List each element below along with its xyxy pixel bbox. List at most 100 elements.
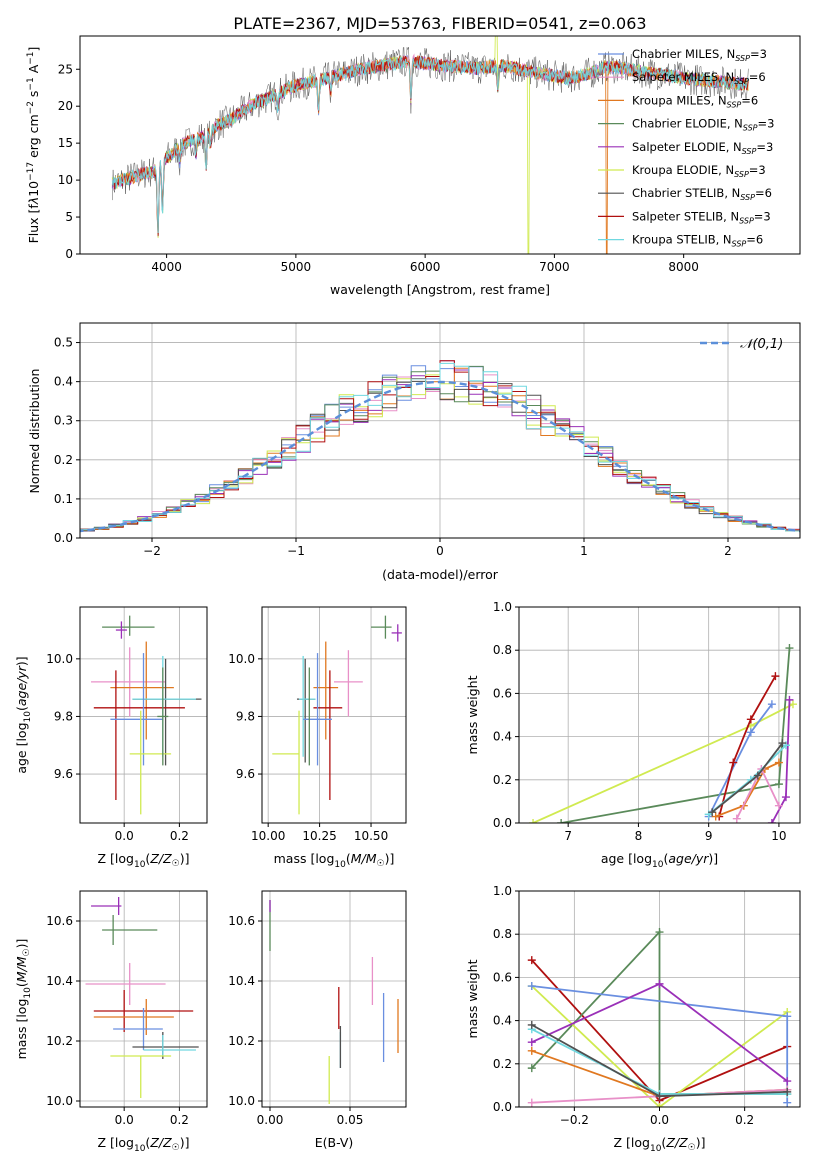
Z_vs_mass-panel: 0.0 0.2 10.0 10.2 10.4 10.6 Z [log10(Z/Z☉)] mas… xyxy=(14,890,208,1154)
data-point xyxy=(529,819,538,823)
x-axis-label: age [log10(age/yr)] xyxy=(601,851,718,870)
Z_vs_age-plot-area xyxy=(91,615,202,815)
y-axis-label: Normed distribution xyxy=(27,369,42,494)
data-point xyxy=(527,982,536,991)
data-point xyxy=(729,758,738,767)
figure-title: PLATE=2367, MJD=53763, FIBERID=0541, z=0… xyxy=(233,14,646,33)
x-tick-label: 2 xyxy=(724,544,732,558)
data-point xyxy=(557,819,566,823)
y-tick-label: 0.4 xyxy=(54,375,73,389)
y-tick-label: 9.8 xyxy=(236,709,255,723)
data-point xyxy=(774,780,783,789)
mass-weight-line xyxy=(707,703,773,817)
y-tick-label: 0.0 xyxy=(54,531,73,545)
y-tick-label: 0.3 xyxy=(54,414,73,428)
x-tick-label: 10.25 xyxy=(302,829,336,843)
y-tick-label: 5 xyxy=(65,210,73,224)
residuals-panel: −2 −1 0 1 2 0.0 0.1 0.2 0.3 0.4 0.5 (data-model)/er… xyxy=(27,322,801,582)
x-axis-label: (data-model)/error xyxy=(382,567,499,582)
data-point xyxy=(527,1038,536,1047)
x-axis-label: Z [log10(Z/Z☉)] xyxy=(614,1135,706,1154)
error-bar xyxy=(132,658,202,766)
axes-frame xyxy=(79,606,208,824)
y-tick-label: 1.0 xyxy=(493,600,512,614)
error-bar xyxy=(299,655,316,757)
error-bar xyxy=(110,641,174,740)
mass-weight-line xyxy=(531,985,788,1107)
y-tick-label: 10.4 xyxy=(228,974,255,988)
y-tick-label: 0.2 xyxy=(493,1057,512,1071)
x-tick-label: 0.2 xyxy=(170,829,189,843)
error-bar xyxy=(272,710,300,815)
x-tick-label: 9 xyxy=(705,829,713,843)
x-tick-label: 0.0 xyxy=(115,829,134,843)
legend-entry: Salpeter STELIB, NSSP=3 xyxy=(632,209,771,225)
data-point xyxy=(655,1103,664,1107)
data-point xyxy=(711,812,720,821)
spectrum-line xyxy=(112,46,749,235)
x-tick-label: 0.0 xyxy=(115,1113,134,1127)
x-tick-label: 4000 xyxy=(151,260,182,274)
error-bar xyxy=(129,710,172,815)
x-tick-label: 7000 xyxy=(539,260,570,274)
x-tick-label: 1 xyxy=(580,544,588,558)
x-tick-label: 8000 xyxy=(668,260,699,274)
data-point xyxy=(783,1098,792,1107)
error-bar xyxy=(334,650,363,717)
data-point xyxy=(774,801,783,810)
y-tick-label: 20 xyxy=(58,99,73,113)
axes-frame xyxy=(79,890,208,1108)
error-bar xyxy=(110,1055,172,1098)
data-point xyxy=(655,928,664,937)
x-tick-label: −2 xyxy=(143,544,161,558)
data-point xyxy=(746,715,755,724)
data-point xyxy=(767,819,776,823)
data-point xyxy=(708,808,717,817)
y-tick-label: 0.2 xyxy=(493,773,512,787)
error-bar xyxy=(296,658,316,763)
data-point xyxy=(783,1077,792,1086)
error-bar xyxy=(93,670,185,800)
Z_vs_mass-plot-area xyxy=(85,897,199,1098)
data-point xyxy=(778,739,787,748)
y-axis-label: mass [log10(M/M☉)] xyxy=(14,939,33,1060)
data-point xyxy=(774,758,783,767)
y-tick-label: 0.8 xyxy=(493,643,512,657)
Z_vs_age-panel: 0.0 0.2 9.6 9.8 10.0 Z [log10(Z/Z☉)] age [log1… xyxy=(14,606,208,870)
data-point xyxy=(527,1098,536,1107)
x-axis-label: Z [log10(Z/Z☉)] xyxy=(98,851,190,870)
x-tick-label: 0 xyxy=(436,544,444,558)
x-axis-label: E(B-V) xyxy=(315,1135,354,1150)
legend-entry: Chabrier ELODIE, NSSP=3 xyxy=(632,117,774,133)
y-tick-label: 25 xyxy=(58,62,73,76)
ebv_vs_mass-plot-area xyxy=(269,900,399,1104)
y-tick-label: 0.0 xyxy=(493,1100,512,1114)
error-bar xyxy=(91,897,122,915)
error-bar xyxy=(102,615,155,636)
y-tick-label: 10.0 xyxy=(46,652,73,666)
y-tick-label: 0.4 xyxy=(493,730,512,744)
y-axis-label: mass weight xyxy=(465,675,480,754)
legend-entry: 𝒩(0,1) xyxy=(740,337,783,352)
error-bar xyxy=(143,1035,196,1056)
error-bar xyxy=(102,915,158,945)
y-tick-label: 9.8 xyxy=(54,709,73,723)
data-point xyxy=(527,1046,536,1055)
legend-entry: Kroupa MILES, NSSP=6 xyxy=(632,93,758,109)
mass_vs_age-panel: 10.00 10.25 10.50 9.6 9.8 10.0 mass [log10(M/M… xyxy=(228,606,407,870)
y-tick-label: 0.4 xyxy=(493,1014,512,1028)
axes-frame xyxy=(79,35,801,255)
error-bar xyxy=(132,1032,199,1059)
mass-weight-line xyxy=(718,675,777,817)
legend-entry: Chabrier MILES, NSSP=3 xyxy=(632,47,767,63)
residuals-plot-area xyxy=(80,360,800,534)
spectrum-legend: Chabrier MILES, NSSP=3 Salpeter MILES, NS… xyxy=(598,47,774,249)
ebv_vs_mass-panel: 0.00 0.05 10.0 10.2 10.4 10.6 E(B-V) xyxy=(228,890,407,1150)
x-tick-label: 0.00 xyxy=(257,1113,284,1127)
x-tick-label: −1 xyxy=(287,544,305,558)
error-bar xyxy=(85,963,166,1005)
data-point xyxy=(732,814,741,823)
error-bar xyxy=(91,647,166,717)
error-bar xyxy=(113,1008,163,1050)
y-tick-label: 0.1 xyxy=(54,492,73,506)
